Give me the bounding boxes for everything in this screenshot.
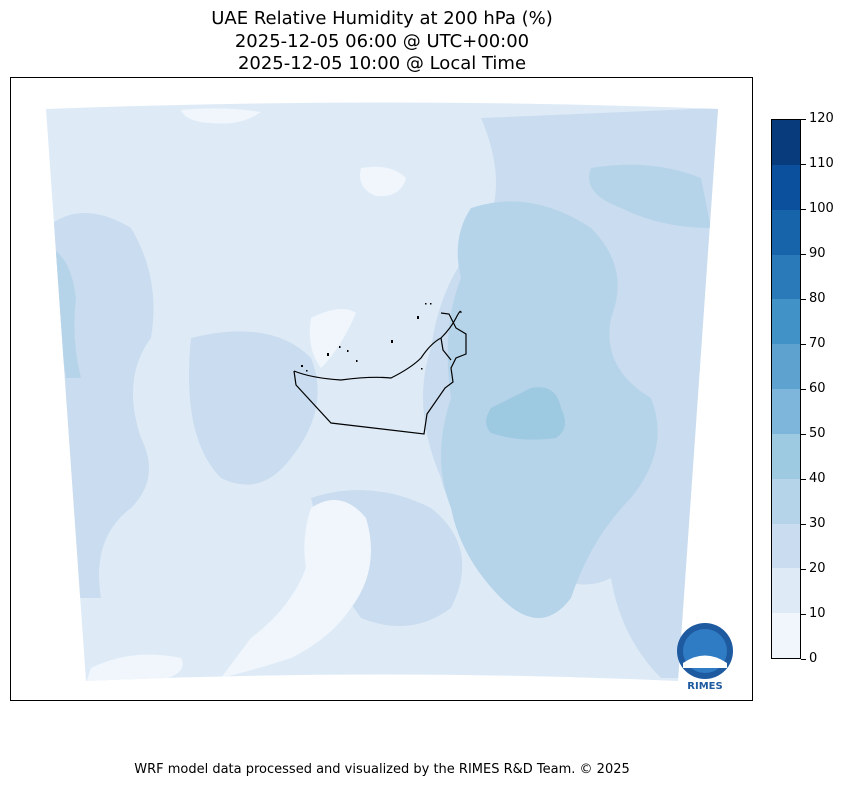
humidity-map: RIMES: [46, 102, 733, 692]
colorbar-tick-label: 80: [809, 291, 826, 306]
dry-patch-sw: [86, 654, 183, 681]
logo-text: RIMES: [687, 681, 722, 692]
uae-boundary: [293, 310, 467, 435]
colorbar-tick: [801, 253, 806, 255]
colorbar-tick-label: 0: [809, 651, 818, 666]
colorbar-tick-label: 100: [809, 201, 834, 216]
colorbar-segment: [772, 433, 800, 479]
rimes-logo: RIMES: [677, 623, 733, 692]
colorbar-tick-label: 60: [809, 381, 826, 396]
colorbar-tick-label: 120: [809, 111, 834, 126]
humidity-region-far-west: [51, 248, 81, 378]
utc-time-label: 2025-12-05 06:00 @ UTC+00:00: [234, 31, 530, 52]
dry-patch-center: [360, 166, 406, 197]
colorbar-tick: [801, 523, 806, 525]
colorbar-tick-label: 10: [809, 606, 826, 621]
colorbar-tick-label: 90: [809, 246, 826, 261]
colorbar-segment: [772, 343, 800, 389]
humidity-region-ne: [589, 164, 711, 228]
colorbar-segment: [772, 567, 800, 614]
colorbar-segment: [772, 612, 800, 658]
colorbar-tick: [801, 388, 806, 390]
uae-islands: [301, 303, 432, 372]
colorbar-tick: [801, 163, 806, 165]
colorbar-tick-label: 20: [809, 561, 826, 576]
colorbar-tick: [801, 433, 806, 435]
dry-patch-north: [181, 108, 261, 124]
colorbar: [771, 119, 801, 659]
credit-footer: WRF model data processed and visualized …: [134, 762, 630, 777]
chart-title: UAE Relative Humidity at 200 hPa (%): [211, 8, 553, 29]
colorbar-tick-label: 50: [809, 426, 826, 441]
colorbar-segment: [772, 523, 800, 569]
colorbar-tick-label: 110: [809, 156, 834, 171]
colorbar-segment: [772, 298, 800, 345]
dry-patch-mid: [309, 309, 356, 368]
colorbar-tick: [801, 478, 806, 480]
local-time-label: 2025-12-05 10:00 @ Local Time: [237, 53, 527, 74]
colorbar-segment: [772, 209, 800, 255]
colorbar-tick: [801, 118, 806, 120]
colorbar-tick-label: 40: [809, 471, 826, 486]
colorbar-tick-label: 30: [809, 516, 826, 531]
colorbar-segment: [772, 478, 800, 524]
colorbar-segment: [772, 119, 800, 165]
colorbar-segment: [772, 388, 800, 434]
colorbar-tick: [801, 208, 806, 210]
colorbar-segment: [772, 254, 800, 300]
map-panel: RIMES: [10, 77, 753, 701]
colorbar-tick: [801, 613, 806, 615]
colorbar-tick: [801, 298, 806, 300]
colorbar-tick: [801, 343, 806, 345]
colorbar-tick-label: 70: [809, 336, 826, 351]
colorbar-segment: [772, 164, 800, 210]
colorbar-tick: [801, 658, 806, 660]
colorbar-tick: [801, 568, 806, 570]
dry-patch-south: [221, 500, 371, 678]
humidity-region-max: [486, 387, 565, 440]
humidity-region-center: [189, 331, 318, 485]
